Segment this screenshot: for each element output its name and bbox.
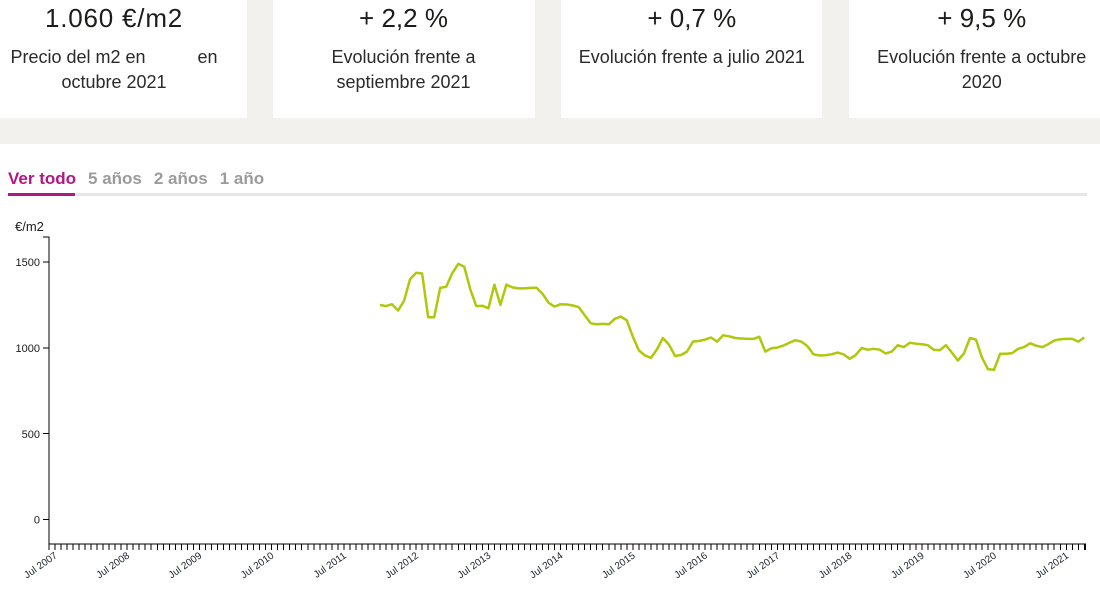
svg-text:Jul 2010: Jul 2010 <box>239 550 277 581</box>
svg-text:Jul 2018: Jul 2018 <box>817 550 855 581</box>
svg-text:Jul 2021: Jul 2021 <box>1034 550 1072 581</box>
svg-text:Jul 2007: Jul 2007 <box>22 550 60 581</box>
svg-text:Jul 2017: Jul 2017 <box>745 550 783 581</box>
svg-text:1500: 1500 <box>16 257 40 269</box>
svg-text:Jul 2013: Jul 2013 <box>456 550 494 581</box>
svg-text:Jul 2008: Jul 2008 <box>95 550 133 581</box>
svg-text:Jul 2011: Jul 2011 <box>312 550 349 581</box>
svg-text:Jul 2019: Jul 2019 <box>889 550 927 581</box>
svg-text:Jul 2020: Jul 2020 <box>961 550 999 581</box>
svg-text:0: 0 <box>34 515 40 527</box>
svg-text:Jul 2014: Jul 2014 <box>528 550 566 581</box>
svg-text:Jul 2016: Jul 2016 <box>673 550 711 581</box>
svg-text:1000: 1000 <box>16 343 40 355</box>
svg-text:Jul 2015: Jul 2015 <box>600 550 638 581</box>
svg-text:€/m2: €/m2 <box>15 219 44 234</box>
svg-text:Jul 2012: Jul 2012 <box>384 550 422 581</box>
svg-text:500: 500 <box>22 429 40 441</box>
svg-text:Jul 2009: Jul 2009 <box>167 550 205 581</box>
